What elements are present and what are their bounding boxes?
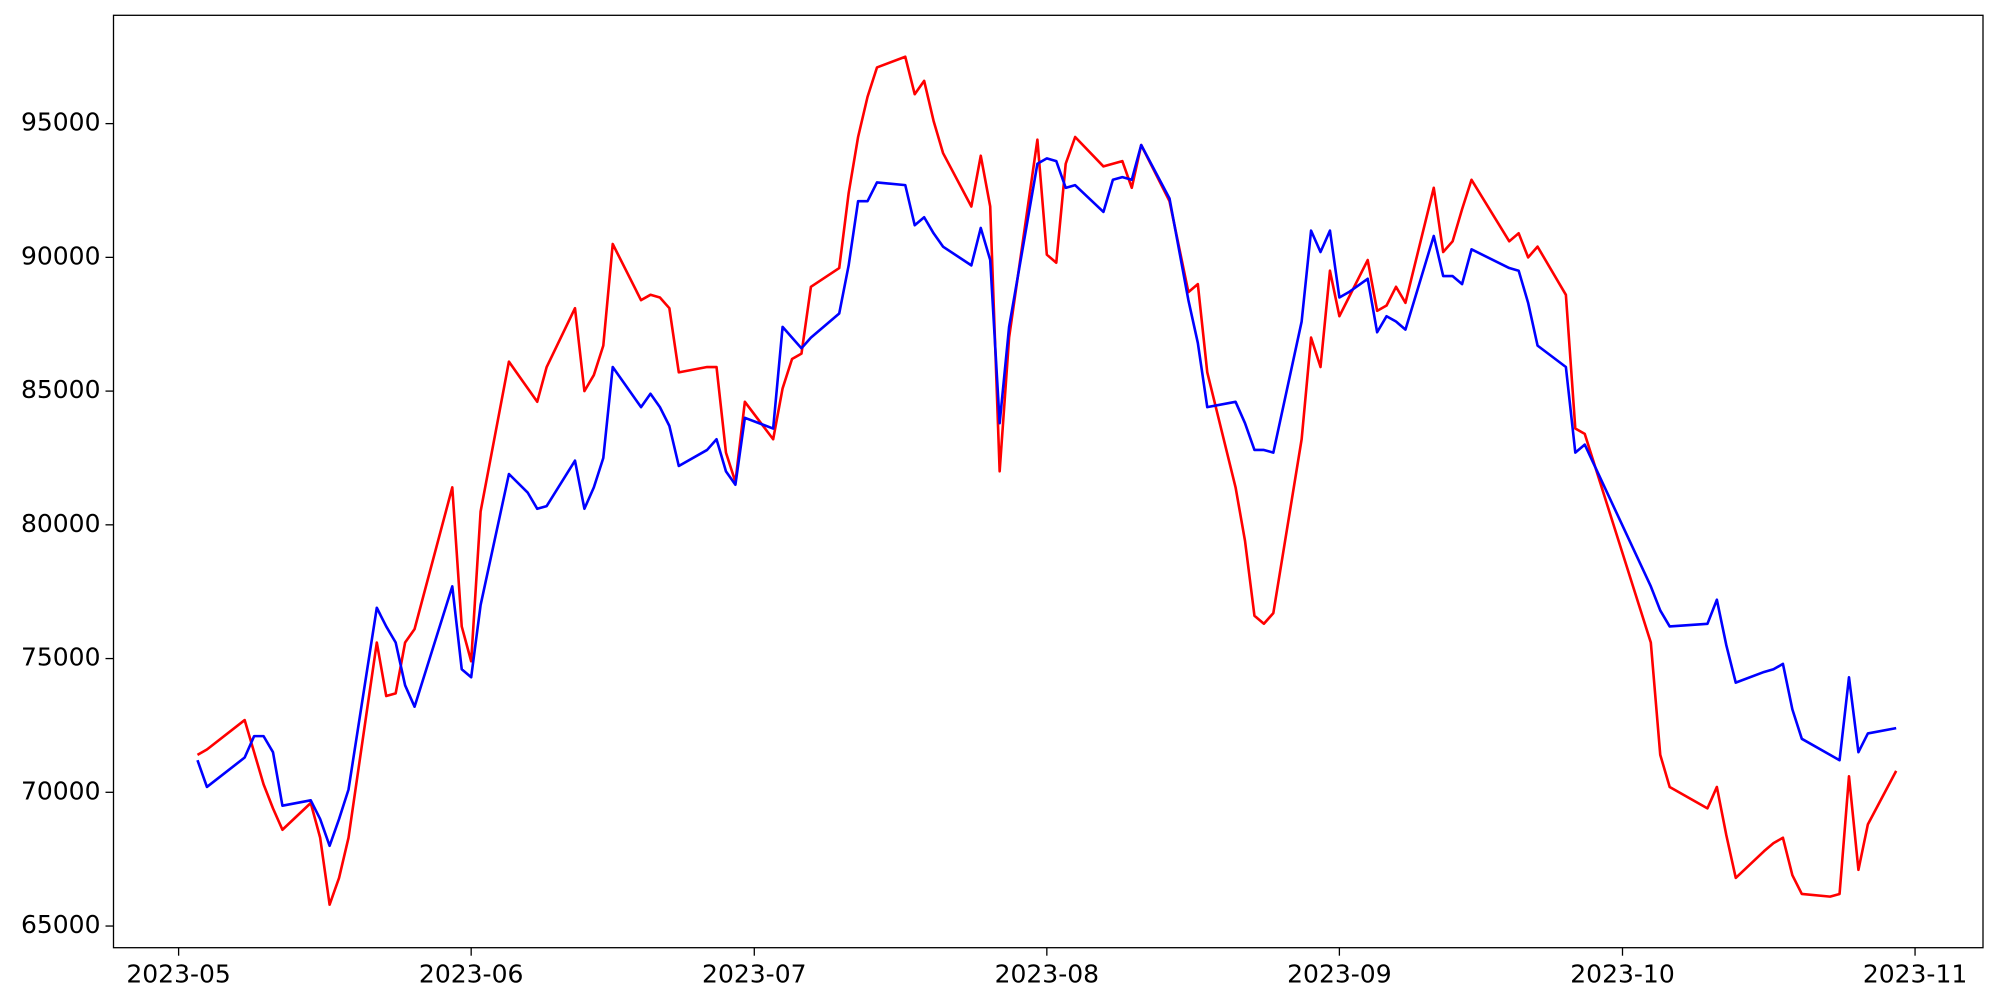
y-tick-label: 80000 xyxy=(21,509,101,538)
x-tick-label: 2023-06 xyxy=(419,960,523,989)
x-tick-label: 2023-10 xyxy=(1570,960,1674,989)
y-tick-label: 75000 xyxy=(21,643,101,672)
y-tick-label: 85000 xyxy=(21,375,101,404)
plot-frame xyxy=(112,14,1984,949)
x-tick-label: 2023-08 xyxy=(995,960,1099,989)
line-series xyxy=(196,143,1897,848)
y-tick-label: 95000 xyxy=(21,108,101,137)
line-series xyxy=(196,55,1898,906)
x-tick-label: 2023-07 xyxy=(702,960,806,989)
x-tick-label: 2023-09 xyxy=(1287,960,1391,989)
y-tick-label: 70000 xyxy=(21,776,101,805)
y-tick-label: 65000 xyxy=(21,910,101,939)
y-tick-label: 90000 xyxy=(21,241,101,270)
x-tick-label: 2023-05 xyxy=(126,960,230,989)
x-tick-label: 2023-11 xyxy=(1863,960,1967,989)
